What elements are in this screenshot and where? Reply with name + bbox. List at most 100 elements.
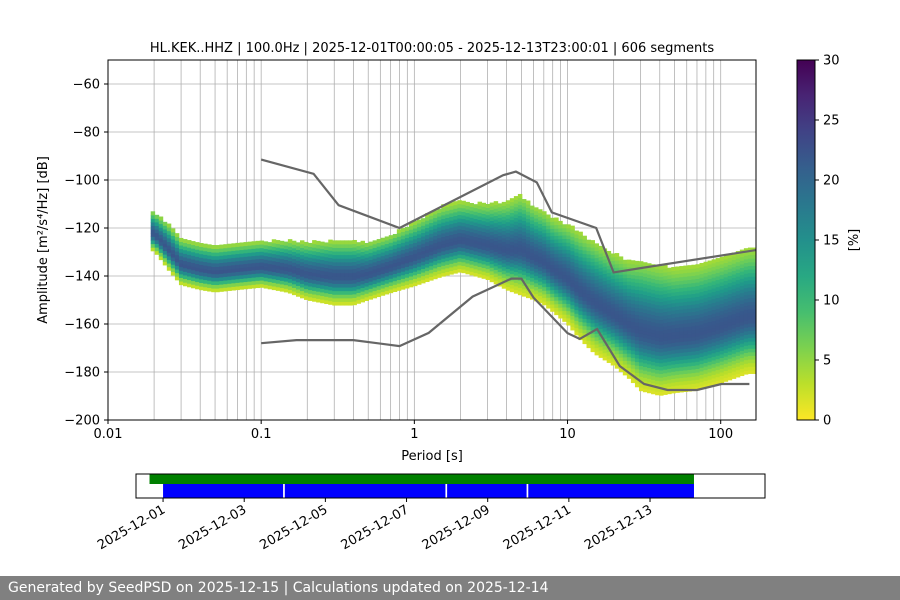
psd-cell — [574, 237, 579, 242]
psd-cell — [320, 241, 325, 246]
psd-cell — [683, 337, 688, 342]
psd-cell — [647, 378, 652, 383]
psd-cell — [723, 359, 729, 364]
psd-cell — [570, 240, 575, 245]
psd-cell — [187, 265, 192, 270]
psd-cell — [243, 270, 248, 275]
psd-cell — [154, 247, 160, 252]
psd-cell — [477, 244, 482, 249]
psd-cell — [195, 267, 200, 272]
psd-cell — [384, 265, 390, 270]
psd-cell — [384, 276, 390, 281]
psd-cell — [328, 300, 333, 305]
psd-cell — [659, 334, 664, 339]
psd-cell — [578, 325, 583, 330]
psd-cell — [643, 280, 648, 285]
psd-coverage-bar — [284, 484, 446, 498]
psd-cell — [614, 263, 620, 268]
psd-cell — [340, 276, 345, 281]
psd-cell — [283, 281, 289, 286]
psd-cell — [521, 231, 527, 236]
psd-cell — [320, 274, 325, 279]
psd-cell — [598, 346, 604, 351]
psd-cell — [667, 321, 672, 326]
psd-cell — [166, 252, 172, 257]
psd-cell — [715, 333, 721, 338]
psd-cell — [687, 358, 692, 363]
psd-coverage-bar — [528, 484, 694, 498]
psd-cell — [735, 297, 741, 302]
psd-cell — [723, 305, 729, 310]
psd-cell — [634, 361, 640, 366]
psd-cell — [324, 264, 329, 269]
psd-cell — [239, 285, 244, 290]
psd-cell — [634, 368, 640, 373]
psd-cell — [727, 307, 733, 312]
psd-cell — [308, 253, 313, 258]
psd-cell — [602, 270, 608, 275]
psd-cell — [618, 303, 624, 308]
psd-cell — [610, 332, 616, 337]
psd-cell — [332, 269, 337, 274]
psd-cell — [433, 253, 438, 258]
psd-cell — [691, 304, 696, 309]
psd-cell — [747, 279, 753, 284]
psd-cell — [695, 307, 700, 312]
psd-cell — [699, 342, 704, 347]
psd-cell — [558, 264, 563, 269]
psd-cell — [723, 323, 729, 328]
psd-cell — [243, 249, 248, 254]
psd-cell — [392, 255, 398, 260]
psd-cell — [594, 351, 600, 356]
psd-cell — [368, 284, 374, 289]
psd-cell — [368, 266, 374, 271]
psd-cell — [525, 214, 531, 219]
psd-cell — [461, 215, 466, 220]
psd-cell — [530, 230, 535, 235]
psd-cell — [312, 276, 317, 281]
psd-cell — [743, 251, 749, 256]
psd-cell — [530, 266, 535, 271]
psd-cell — [663, 268, 668, 273]
psd-cell — [348, 297, 353, 302]
psd-cell — [683, 305, 688, 310]
psd-cell — [501, 248, 507, 253]
psd-cell — [610, 321, 616, 326]
psd-cell — [509, 223, 515, 228]
psd-cell — [747, 315, 753, 320]
psd-cell — [542, 279, 547, 284]
psd-cell — [441, 243, 446, 248]
psd-cell — [360, 294, 365, 299]
psd-cell — [437, 273, 442, 278]
psd-cell — [207, 280, 212, 285]
psd-cell — [497, 206, 503, 211]
psd-cell — [497, 257, 503, 262]
psd-cell — [558, 256, 563, 261]
psd-cell — [638, 362, 644, 367]
psd-cell — [352, 286, 357, 291]
psd-cell — [727, 333, 733, 338]
psd-cell — [320, 295, 325, 300]
psd-cell — [332, 251, 337, 256]
psd-cell — [219, 287, 224, 292]
psd-cell — [590, 301, 595, 306]
psd-cell — [336, 258, 341, 263]
psd-cell — [630, 353, 636, 358]
psd-cell — [715, 348, 721, 353]
psd-cell — [251, 270, 257, 275]
psd-cell — [622, 360, 628, 365]
psd-cell — [626, 364, 632, 369]
psd-cell — [364, 264, 370, 269]
psd-cell — [380, 277, 386, 282]
psd-cell — [445, 239, 450, 244]
psd-cell — [731, 338, 737, 343]
psd-cell — [517, 280, 523, 285]
psd-cell — [610, 318, 616, 323]
psd-cell — [663, 286, 668, 291]
psd-cell — [372, 287, 378, 292]
psd-cell — [727, 304, 733, 309]
psd-cell — [723, 320, 729, 325]
psd-cell — [570, 254, 575, 259]
psd-cell — [525, 258, 531, 263]
psd-cell — [509, 248, 515, 253]
